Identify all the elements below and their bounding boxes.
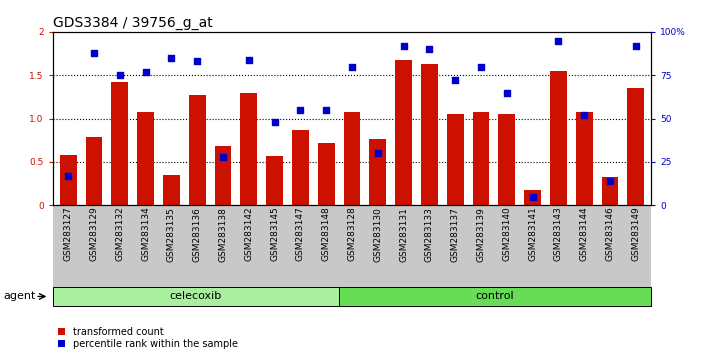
Bar xyxy=(498,114,515,205)
Point xyxy=(320,107,332,113)
Bar xyxy=(163,175,180,205)
Legend: transformed count, percentile rank within the sample: transformed count, percentile rank withi… xyxy=(58,327,238,349)
Bar xyxy=(524,190,541,205)
Bar xyxy=(215,146,232,205)
Point xyxy=(501,90,513,96)
Bar xyxy=(576,112,593,205)
Point xyxy=(424,46,435,52)
Point xyxy=(450,78,461,83)
Bar xyxy=(472,112,489,205)
Bar xyxy=(60,155,77,205)
Point xyxy=(114,73,125,78)
Point xyxy=(604,178,615,184)
Point xyxy=(398,43,409,48)
Point xyxy=(475,64,486,69)
Bar xyxy=(395,59,412,205)
Text: GDS3384 / 39756_g_at: GDS3384 / 39756_g_at xyxy=(53,16,213,30)
Point xyxy=(191,58,203,64)
Bar xyxy=(266,156,283,205)
Point xyxy=(346,64,358,69)
Bar xyxy=(137,112,154,205)
Point xyxy=(140,69,151,75)
Bar xyxy=(550,71,567,205)
Point xyxy=(63,173,74,179)
Bar xyxy=(189,95,206,205)
Bar xyxy=(241,93,257,205)
Bar xyxy=(292,130,309,205)
Bar xyxy=(601,177,618,205)
Bar xyxy=(111,82,128,205)
Bar xyxy=(421,64,438,205)
Point xyxy=(372,150,384,156)
Bar xyxy=(370,139,386,205)
Text: control: control xyxy=(476,291,515,302)
Point xyxy=(243,57,254,62)
Bar xyxy=(627,88,644,205)
Bar xyxy=(447,114,463,205)
Bar xyxy=(86,137,103,205)
Point xyxy=(527,194,538,200)
Bar xyxy=(344,112,360,205)
Text: agent: agent xyxy=(4,291,36,302)
Point xyxy=(630,43,641,48)
Point xyxy=(295,107,306,113)
Bar xyxy=(318,143,334,205)
Point xyxy=(269,119,280,125)
Text: celecoxib: celecoxib xyxy=(170,291,222,302)
Point xyxy=(166,55,177,61)
Point xyxy=(218,154,229,160)
Point xyxy=(579,112,590,118)
Point xyxy=(553,38,564,44)
Point xyxy=(89,50,100,56)
